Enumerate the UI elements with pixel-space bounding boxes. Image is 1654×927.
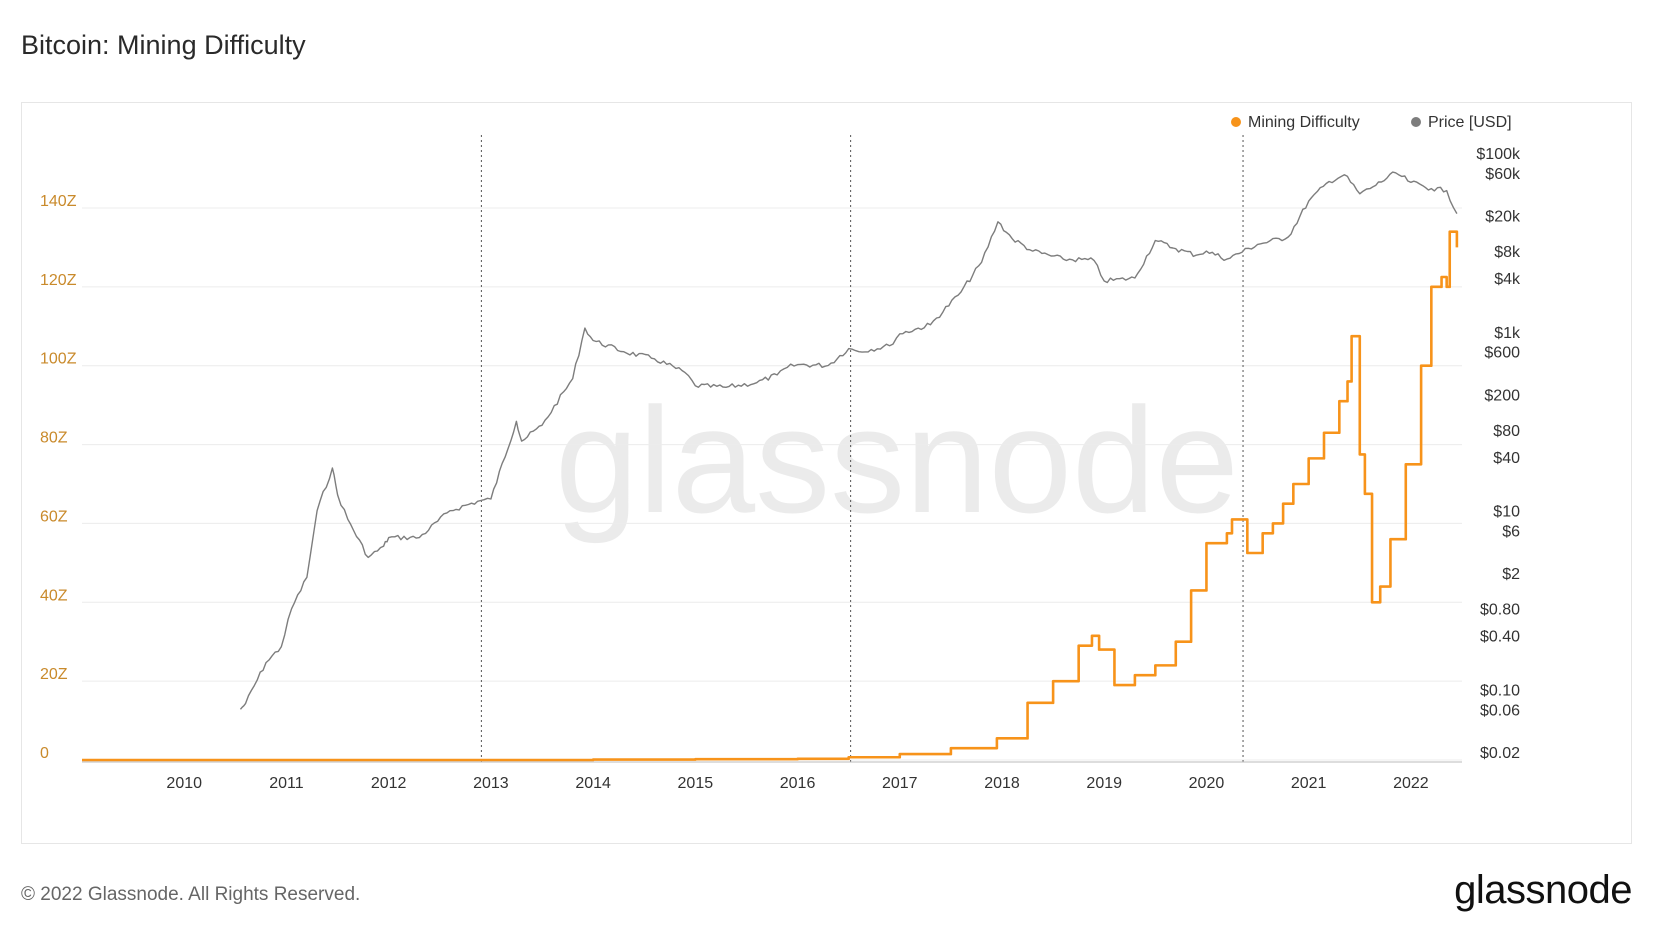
- x-tick-label: 2010: [166, 775, 202, 792]
- right-tick-label: $100k: [1476, 146, 1521, 163]
- left-axis: 0 20Z 40Z 60Z 80Z 100Z 120Z 140Z: [40, 193, 77, 762]
- right-tick-label: $60k: [1485, 166, 1521, 183]
- difficulty-line: [82, 230, 1459, 762]
- left-tick-label: 100Z: [40, 351, 77, 368]
- left-tick-label: 0: [40, 745, 49, 762]
- left-tick-label: 20Z: [40, 666, 68, 683]
- x-tick-label: 2014: [575, 775, 611, 792]
- x-tick-label: 2022: [1393, 775, 1429, 792]
- right-tick-label: $10: [1493, 504, 1520, 521]
- left-tick-label: 120Z: [40, 272, 77, 289]
- chart-frame: [21, 102, 1632, 844]
- x-tick-label: 2015: [678, 775, 714, 792]
- left-tick-label: 40Z: [40, 587, 68, 604]
- watermark: glassnode: [555, 376, 1239, 544]
- series-layer: [82, 171, 1459, 762]
- left-tick-label: 80Z: [40, 430, 68, 447]
- x-tick-label: 2016: [780, 775, 816, 792]
- x-axis: 2010 2011 2012 2013 2014 2015 2016 2017 2018 2019…: [82, 761, 1462, 792]
- left-tick-label: 140Z: [40, 193, 77, 210]
- right-tick-label: $0.80: [1480, 602, 1520, 619]
- right-tick-label: $200: [1484, 387, 1520, 404]
- x-tick-label: 2017: [882, 775, 918, 792]
- right-tick-label: $80: [1493, 423, 1520, 440]
- right-tick-label: $2: [1502, 566, 1520, 583]
- x-tick-label: 2019: [1086, 775, 1122, 792]
- x-tick-label: 2013: [473, 775, 509, 792]
- chart-title: Bitcoin: Mining Difficulty: [21, 30, 306, 60]
- price-line: [239, 171, 1458, 710]
- legend-dot: [1231, 117, 1241, 127]
- x-tick-label: 2012: [371, 775, 407, 792]
- brand-logo: glassnode: [1454, 868, 1632, 912]
- copyright-text: © 2022 Glassnode. All Rights Reserved.: [21, 884, 361, 905]
- right-tick-label: $1k: [1494, 325, 1521, 342]
- right-tick-label: $40: [1493, 450, 1520, 467]
- x-tick-label: 2011: [269, 775, 304, 792]
- right-tick-label: $4k: [1494, 271, 1521, 288]
- x-tick-label: 2021: [1291, 775, 1327, 792]
- right-tick-label: $8k: [1494, 244, 1521, 261]
- legend-label: Price [USD]: [1428, 114, 1512, 131]
- legend-dot: [1411, 117, 1421, 127]
- right-tick-label: $0.40: [1480, 629, 1520, 646]
- right-axis: $100k $60k $20k $8k $4k $1k $600 $200 $80 $40 $10 $…: [1476, 146, 1521, 762]
- right-tick-label: $0.02: [1480, 745, 1520, 762]
- right-tick-label: $0.10: [1480, 683, 1520, 700]
- legend-label: Mining Difficulty: [1248, 114, 1360, 131]
- right-tick-label: $0.06: [1480, 702, 1520, 719]
- left-tick-label: 60Z: [40, 508, 68, 525]
- x-tick-label: 2020: [1189, 775, 1225, 792]
- right-tick-label: $600: [1484, 345, 1520, 362]
- x-tick-label: 2018: [984, 775, 1020, 792]
- right-tick-label: $20k: [1485, 208, 1521, 225]
- legend: Mining Difficulty Price [USD]: [1231, 114, 1512, 131]
- right-tick-label: $6: [1502, 524, 1520, 541]
